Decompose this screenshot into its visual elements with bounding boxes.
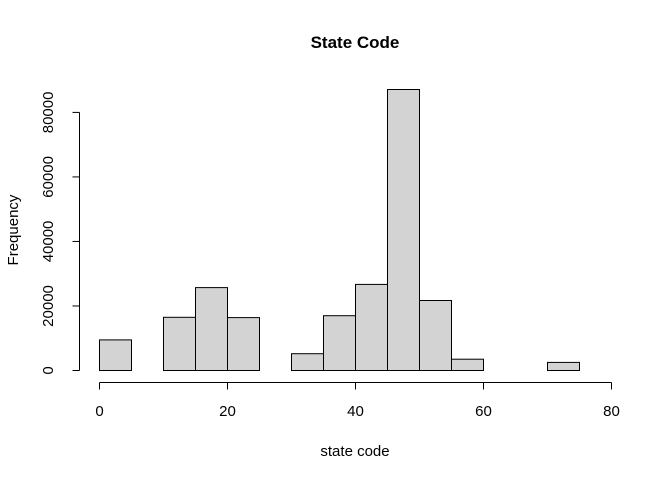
x-tick-label: 0: [95, 403, 103, 420]
histogram-bar: [387, 89, 420, 371]
bars-group: [99, 89, 580, 372]
x-tick-label: 80: [603, 403, 620, 420]
x-axis-label: state code: [320, 443, 389, 460]
chart-title: State Code: [311, 33, 400, 52]
y-tick-label: 20000: [40, 285, 57, 327]
y-tick-label: 0: [40, 366, 57, 374]
y-tick-label: 60000: [40, 156, 57, 198]
y-tick-label: 40000: [40, 221, 57, 263]
histogram-bar: [291, 353, 324, 372]
histogram-bar: [227, 317, 260, 372]
y-axis: 0 20000 40000 60000 80000: [40, 92, 80, 375]
histogram-bar: [323, 315, 356, 372]
histogram-bar: [163, 316, 196, 371]
x-tick-label: 20: [219, 403, 236, 420]
x-tick-label: 60: [475, 403, 492, 420]
x-tick-label: 40: [347, 403, 364, 420]
histogram-bar: [355, 283, 388, 371]
histogram-bar: [419, 300, 452, 371]
histogram-bar: [451, 358, 484, 372]
y-axis-label: Frequency: [5, 194, 22, 265]
histogram-bar: [99, 339, 132, 371]
y-tick-label: 80000: [40, 92, 57, 134]
histogram-bar: [547, 361, 580, 371]
x-axis: 0 20 40 60 80: [95, 382, 620, 420]
histogram-bar: [195, 287, 228, 372]
